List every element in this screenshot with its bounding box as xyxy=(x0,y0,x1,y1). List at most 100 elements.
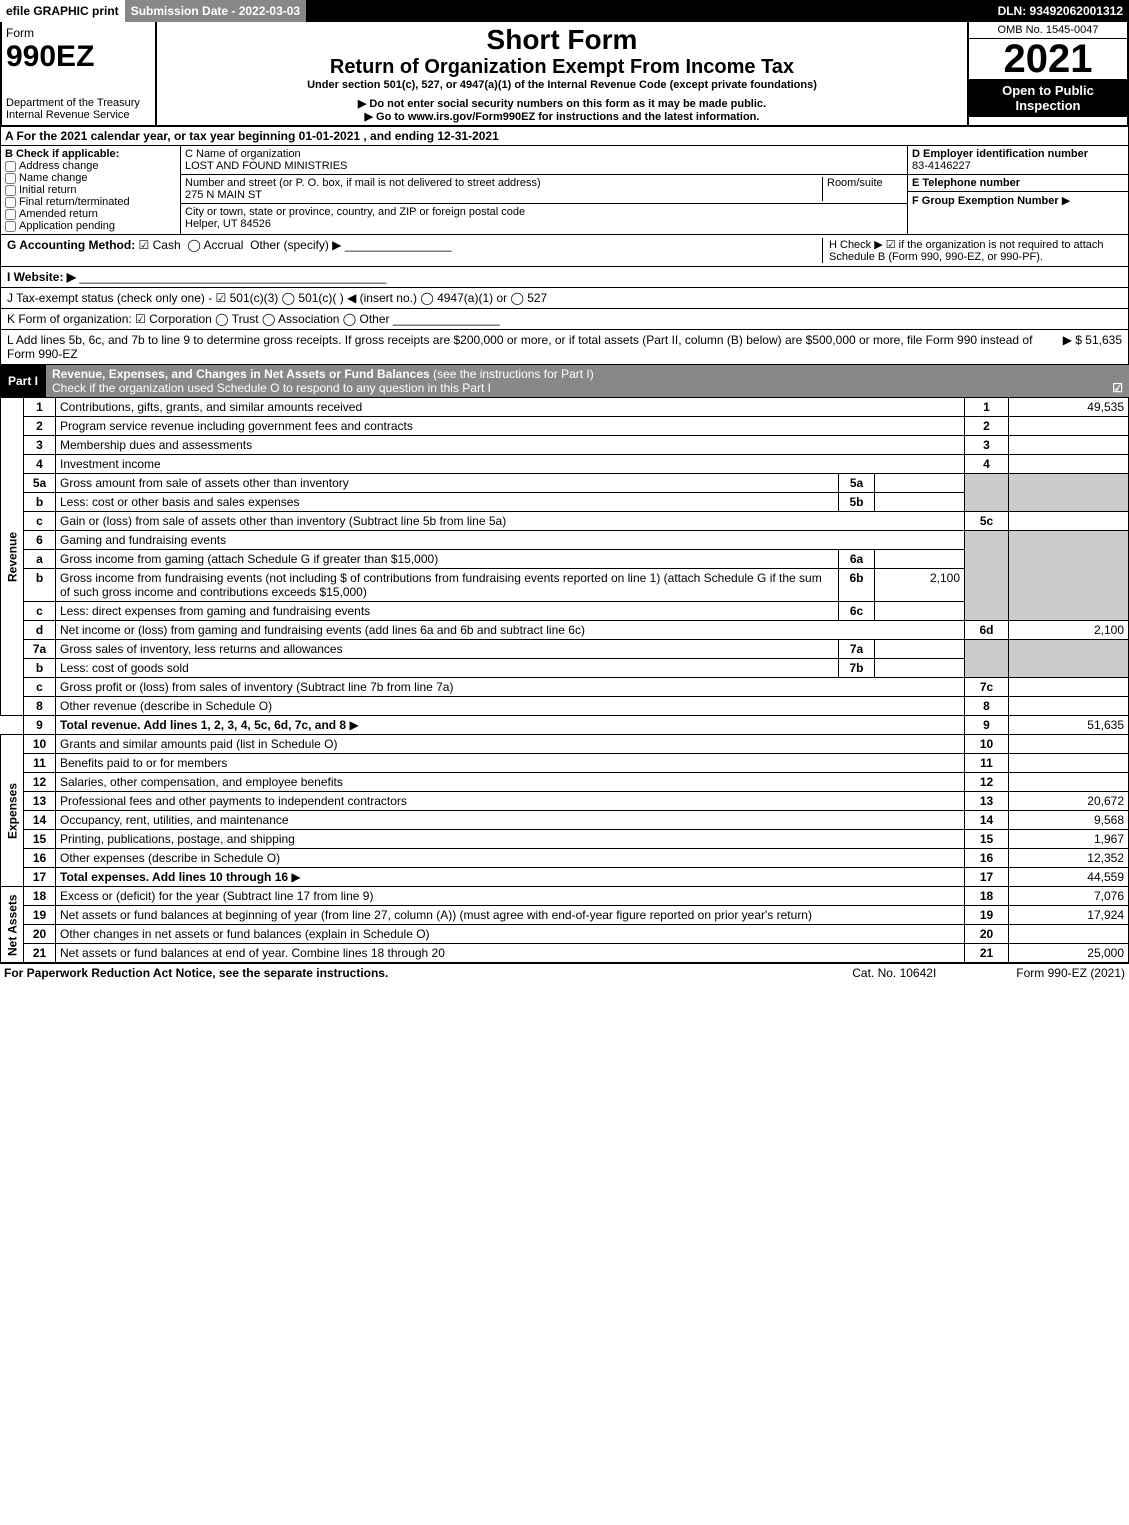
group-label: F Group Exemption Number xyxy=(912,195,1059,207)
row-l-amount: $ 51,635 xyxy=(1075,333,1122,347)
line-1-amt: 49,535 xyxy=(1009,398,1129,417)
row-l-text: L Add lines 5b, 6c, and 7b to line 9 to … xyxy=(7,333,1055,361)
part-i-label: Part I xyxy=(0,372,46,390)
sidebar-expenses: Expenses xyxy=(1,735,24,887)
open-to-public: Open to Public Inspection xyxy=(969,79,1127,117)
part-i-check-text: Check if the organization used Schedule … xyxy=(52,381,491,395)
page-footer: For Paperwork Reduction Act Notice, see … xyxy=(0,963,1129,982)
short-form-title: Short Form xyxy=(163,24,961,56)
line-5a-desc: Gross amount from sale of assets other t… xyxy=(56,474,839,493)
line-1-no: 1 xyxy=(24,398,56,417)
chk-amended-return[interactable]: Amended return xyxy=(5,208,176,220)
line-6-desc: Gaming and fundraising events xyxy=(56,531,965,550)
org-name-box: C Name of organization LOST AND FOUND MI… xyxy=(181,146,907,175)
line-7b-desc: Less: cost of goods sold xyxy=(56,659,839,678)
line-19-desc: Net assets or fund balances at beginning… xyxy=(56,906,965,925)
line-6c-desc: Less: direct expenses from gaming and fu… xyxy=(56,602,839,621)
chk-initial-return[interactable]: Initial return xyxy=(5,184,176,196)
header-center: Short Form Return of Organization Exempt… xyxy=(157,22,967,125)
main-title: Return of Organization Exempt From Incom… xyxy=(163,56,961,79)
street-box: Number and street (or P. O. box, if mail… xyxy=(181,175,907,204)
city-label: City or town, state or province, country… xyxy=(185,206,903,218)
ein-label: D Employer identification number xyxy=(912,148,1088,160)
sidebar-revenue: Revenue xyxy=(1,398,24,716)
line-21-desc: Net assets or fund balances at end of ye… xyxy=(56,944,965,963)
line-13-desc: Professional fees and other payments to … xyxy=(56,792,965,811)
ein-box: D Employer identification number 83-4146… xyxy=(908,146,1128,175)
topbar-spacer xyxy=(306,0,991,22)
city: Helper, UT 84526 xyxy=(185,218,903,230)
section-def: D Employer identification number 83-4146… xyxy=(908,146,1128,234)
street-label: Number and street (or P. O. box, if mail… xyxy=(185,177,818,189)
line-12-desc: Salaries, other compensation, and employ… xyxy=(56,773,965,792)
line-3-desc: Membership dues and assessments xyxy=(56,436,965,455)
paperwork-notice: For Paperwork Reduction Act Notice, see … xyxy=(4,966,852,980)
line-20-desc: Other changes in net assets or fund bala… xyxy=(56,925,965,944)
row-g-h: G Accounting Method: ☑ Cash ◯ Accrual Ot… xyxy=(0,235,1129,267)
row-i: I Website: ▶ ___________________________… xyxy=(0,267,1129,288)
line-5b-desc: Less: cost or other basis and sales expe… xyxy=(56,493,839,512)
part-i-title: Revenue, Expenses, and Changes in Net As… xyxy=(46,365,1129,397)
chk-application-pending[interactable]: Application pending xyxy=(5,220,176,232)
room-suite: Room/suite xyxy=(823,177,903,201)
ssn-warning: Do not enter social security numbers on … xyxy=(163,97,961,110)
row-l: L Add lines 5b, 6c, and 7b to line 9 to … xyxy=(0,330,1129,365)
chk-address-change[interactable]: Address change xyxy=(5,160,176,172)
line-14-desc: Occupancy, rent, utilities, and maintena… xyxy=(56,811,965,830)
submission-date: Submission Date - 2022-03-03 xyxy=(125,0,306,22)
line-16-desc: Other expenses (describe in Schedule O) xyxy=(56,849,965,868)
row-j: J Tax-exempt status (check only one) - ☑… xyxy=(0,288,1129,309)
efile-print[interactable]: efile GRAPHIC print xyxy=(0,0,125,22)
street: 275 N MAIN ST xyxy=(185,189,818,201)
line-2-desc: Program service revenue including govern… xyxy=(56,417,965,436)
line-9-desc: Total revenue. Add lines 1, 2, 3, 4, 5c,… xyxy=(56,716,965,735)
cat-number: Cat. No. 10642I xyxy=(852,966,936,980)
part-i-table: Revenue 1 Contributions, gifts, grants, … xyxy=(0,397,1129,963)
tel-label: E Telephone number xyxy=(912,177,1020,189)
line-18-desc: Excess or (deficit) for the year (Subtra… xyxy=(56,887,965,906)
goto-link[interactable]: Go to www.irs.gov/Form990EZ for instruct… xyxy=(163,110,961,123)
org-name: LOST AND FOUND MINISTRIES xyxy=(185,160,903,172)
line-17-desc: Total expenses. Add lines 10 through 16 … xyxy=(56,868,965,887)
sidebar-net-assets: Net Assets xyxy=(1,887,24,963)
line-4-desc: Investment income xyxy=(56,455,965,474)
form-word: Form xyxy=(6,26,151,40)
city-box: City or town, state or province, country… xyxy=(181,204,907,232)
form-header: Form 990EZ Department of the Treasury In… xyxy=(0,22,1129,127)
line-6b-desc: Gross income from fundraising events (no… xyxy=(56,569,839,602)
line-7c-desc: Gross profit or (loss) from sales of inv… xyxy=(56,678,965,697)
line-8-desc: Other revenue (describe in Schedule O) xyxy=(56,697,965,716)
dln: DLN: 93492062001312 xyxy=(992,0,1129,22)
header-right: OMB No. 1545-0047 2021 Open to Public In… xyxy=(967,22,1127,125)
row-g: G Accounting Method: ☑ Cash ◯ Accrual Ot… xyxy=(7,238,822,263)
org-name-label: C Name of organization xyxy=(185,148,903,160)
chk-final-return[interactable]: Final return/terminated xyxy=(5,196,176,208)
form-label: Form 990-EZ (2021) xyxy=(1016,966,1125,980)
section-b-title: B Check if applicable: xyxy=(5,148,119,160)
form-number: 990EZ xyxy=(6,40,151,74)
row-h: H Check ▶ ☑ if the organization is not r… xyxy=(822,238,1122,263)
ein: 83-4146227 xyxy=(912,160,971,172)
line-15-desc: Printing, publications, postage, and shi… xyxy=(56,830,965,849)
row-k: K Form of organization: ☑ Corporation ◯ … xyxy=(0,309,1129,330)
line-5c-desc: Gain or (loss) from sale of assets other… xyxy=(56,512,965,531)
section-b: B Check if applicable: Address change Na… xyxy=(1,146,181,234)
line-7a-desc: Gross sales of inventory, less returns a… xyxy=(56,640,839,659)
line-10-desc: Grants and similar amounts paid (list in… xyxy=(56,735,965,754)
line-a-tax-year: A For the 2021 calendar year, or tax yea… xyxy=(0,127,1129,146)
chk-name-change[interactable]: Name change xyxy=(5,172,176,184)
org-info-block: B Check if applicable: Address change Na… xyxy=(0,146,1129,235)
top-bar: efile GRAPHIC print Submission Date - 20… xyxy=(0,0,1129,22)
header-left: Form 990EZ Department of the Treasury In… xyxy=(2,22,157,125)
line-6d-desc: Net income or (loss) from gaming and fun… xyxy=(56,621,965,640)
section-c: C Name of organization LOST AND FOUND MI… xyxy=(181,146,908,234)
part-i-check: ☑ xyxy=(1112,381,1123,395)
line-6a-desc: Gross income from gaming (attach Schedul… xyxy=(56,550,839,569)
tax-year: 2021 xyxy=(969,39,1127,79)
under-section: Under section 501(c), 527, or 4947(a)(1)… xyxy=(163,79,961,91)
tel-box: E Telephone number xyxy=(908,175,1128,192)
line-1-box: 1 xyxy=(965,398,1009,417)
line-1-desc: Contributions, gifts, grants, and simila… xyxy=(56,398,965,417)
part-i-header: Part I Revenue, Expenses, and Changes in… xyxy=(0,365,1129,397)
group-exemption-box: F Group Exemption Number ▶ xyxy=(908,192,1128,209)
